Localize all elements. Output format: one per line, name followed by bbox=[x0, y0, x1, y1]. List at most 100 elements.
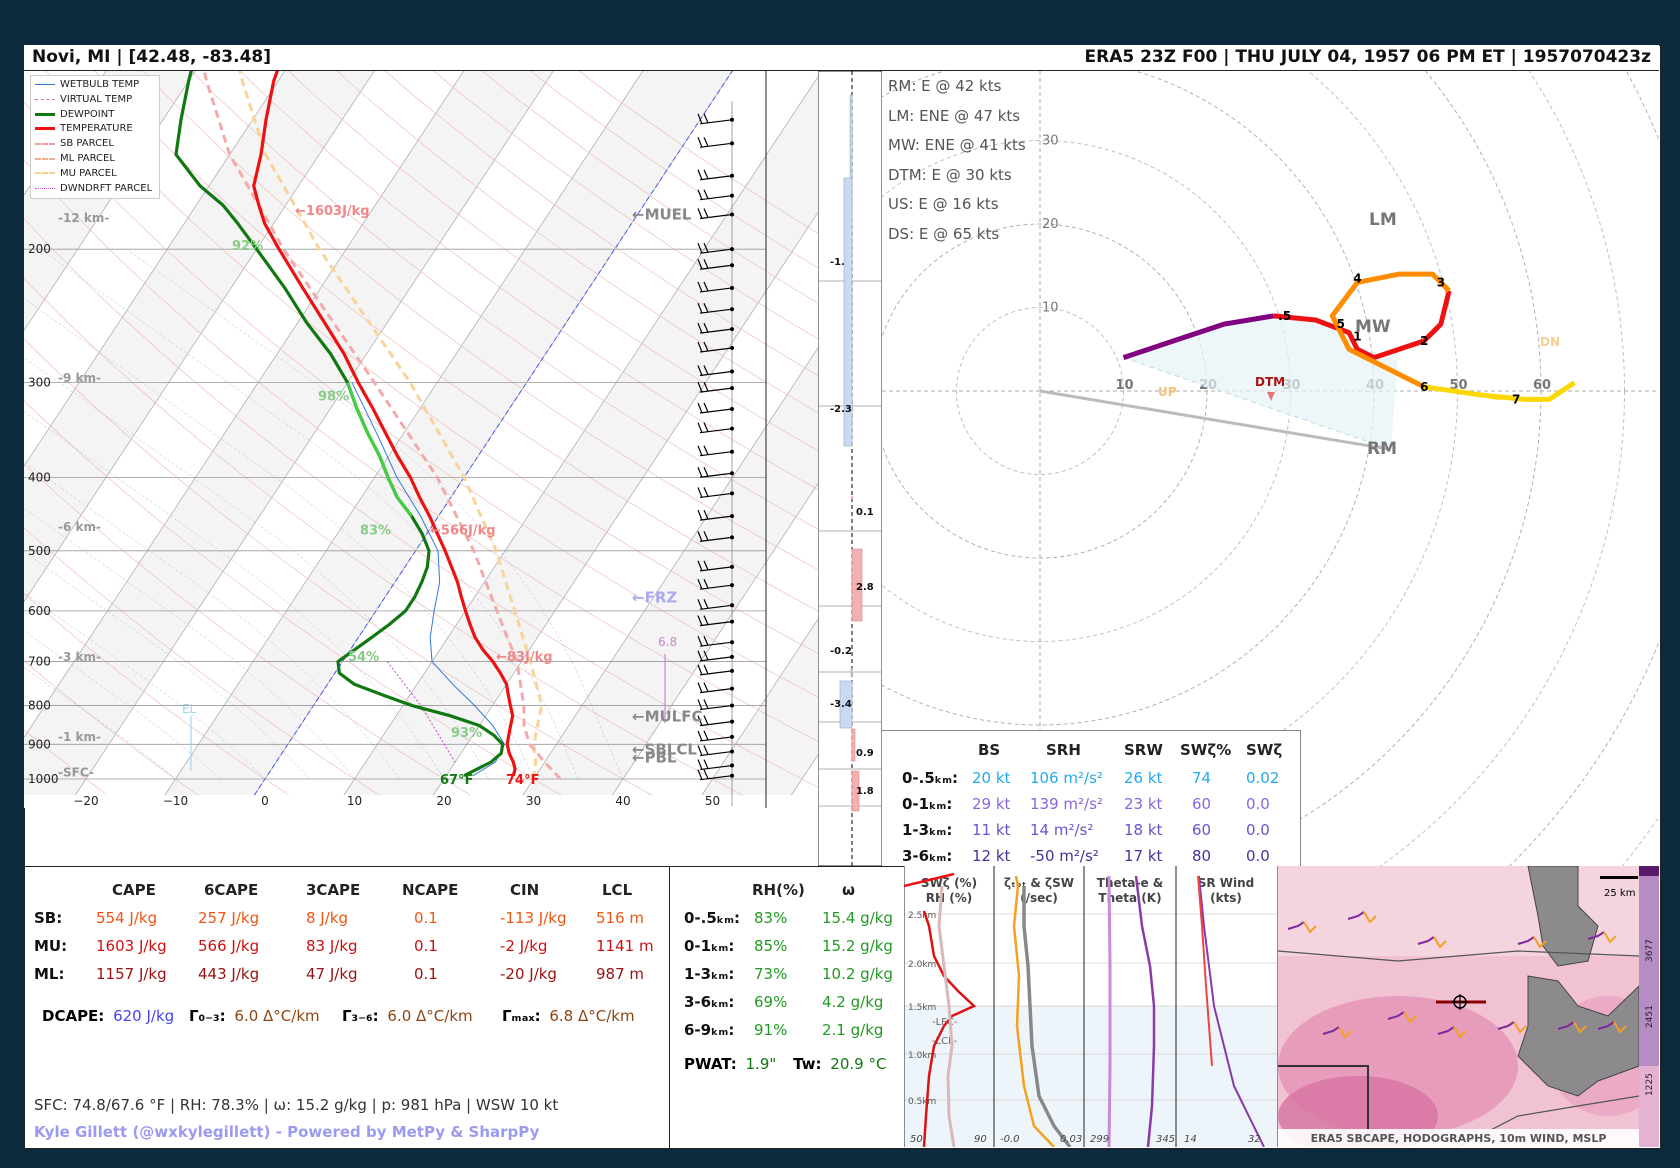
shear-layer-label: 3-6ₖₘ: bbox=[902, 847, 953, 865]
wind-barb-dot bbox=[730, 426, 734, 431]
wind-barb-flag bbox=[703, 578, 709, 589]
wind-barb-dot bbox=[730, 345, 734, 350]
wind-barb-flag bbox=[697, 664, 703, 676]
mini-hodograph bbox=[1287, 921, 1305, 930]
state-border bbox=[1278, 1065, 1369, 1147]
legend-item: WETBULB TEMP bbox=[35, 79, 139, 93]
shear-srw: 17 kt bbox=[1124, 847, 1163, 865]
moisture-layer-label: 1-3ₖₘ: bbox=[684, 965, 735, 983]
wind-barb-flag bbox=[697, 578, 703, 590]
wind-barb-dot bbox=[730, 734, 734, 739]
shear-layer-label: 1-3ₖₘ: bbox=[902, 821, 953, 839]
legend-swatch bbox=[35, 84, 55, 85]
wind-barb-flag bbox=[703, 466, 709, 477]
profile-title: (kts) bbox=[1210, 891, 1242, 905]
dry-adiabat bbox=[46, 71, 824, 658]
moisture-header-rh: RH(%) bbox=[752, 881, 805, 899]
shear-layer-label: 0-.5ₖₘ: bbox=[902, 769, 959, 787]
height-label: -SFC- bbox=[58, 765, 94, 779]
wind-barb-flag bbox=[697, 259, 703, 270]
wind-barb-flag bbox=[697, 730, 703, 742]
wind-barb-dot bbox=[730, 193, 734, 198]
wind-barb-flag bbox=[703, 281, 709, 292]
pwat-row: PWAT: 1.9" Tw: 20.9 °C bbox=[684, 1055, 886, 1073]
wind-barb bbox=[699, 142, 733, 148]
tw-value: 20.9 °C bbox=[830, 1055, 887, 1073]
wind-barb bbox=[699, 248, 733, 254]
mini-hodograph bbox=[1573, 1021, 1587, 1034]
thermo-ncape: 0.1 bbox=[414, 937, 438, 955]
shear-header-swz-pct: SWζ% bbox=[1180, 741, 1232, 759]
thermo-6cape: 443 J/kg bbox=[198, 965, 260, 983]
wind-barb-flag bbox=[703, 745, 709, 755]
cape-map: 25 km 3677 2451 1225 ERA5 SBCAPE, HODOGRAPHS… bbox=[1278, 866, 1659, 1147]
wind-barb-dot bbox=[730, 640, 734, 645]
motion-rm: RM: E @ 42 kts bbox=[888, 77, 1002, 95]
mini-hodograph bbox=[1497, 1021, 1515, 1030]
dry-adiabat bbox=[24, 463, 471, 796]
height-label: -1 km- bbox=[58, 730, 101, 744]
moisture-table: RH(%) ω 0-.5ₖₘ: 83% 15.4 g/kg 0-1ₖₘ: 85% 15.2… bbox=[670, 866, 904, 1148]
wind-barb-dot bbox=[730, 327, 734, 332]
legend-item: DEWPOINT bbox=[35, 109, 114, 123]
wind-barb-dot bbox=[730, 749, 734, 754]
level-label: ←PBL bbox=[632, 749, 677, 767]
legend-label: WETBULB TEMP bbox=[60, 79, 140, 90]
lapse-3-6-row: Γ₃₋₆: 6.0 Δ°C/km bbox=[342, 1007, 473, 1025]
shear-srh: 139 m²/s² bbox=[1030, 795, 1103, 813]
omega-bar bbox=[851, 728, 856, 762]
hodograph-ring-label: 30 bbox=[1042, 134, 1059, 149]
legend-swatch bbox=[35, 142, 55, 145]
legend-item: TEMPERATURE bbox=[35, 123, 133, 137]
omega-bar-label: -3.4 bbox=[830, 699, 852, 710]
isotherm bbox=[522, 338, 824, 796]
legend-label: DWNDRFT PARCEL bbox=[60, 182, 153, 194]
omega-bar bbox=[839, 680, 853, 729]
dry-adiabat bbox=[336, 71, 824, 417]
mini-hodograph bbox=[1613, 1021, 1627, 1034]
shear-srh: 106 m²/s² bbox=[1030, 769, 1103, 787]
theta-profile bbox=[1107, 875, 1112, 1147]
isotherm bbox=[612, 473, 824, 796]
wind-barb bbox=[699, 387, 733, 393]
legend-label: ML PARCEL bbox=[60, 153, 115, 164]
lapse-3-6-value: 6.0 Δ°C/km bbox=[387, 1007, 473, 1025]
isotherm bbox=[24, 71, 465, 738]
profile-x-label: 0.03 bbox=[1060, 1134, 1082, 1145]
wind-barb-flag bbox=[703, 169, 709, 179]
moisture-layer-label: 3-6ₖₘ: bbox=[684, 993, 735, 1011]
shear-header-srh: SRH bbox=[1046, 741, 1081, 759]
wind-barb-flag bbox=[703, 615, 709, 625]
omega-bar-label: 0.9 bbox=[856, 748, 874, 759]
wind-barb-dot bbox=[730, 763, 734, 768]
dry-adiabat bbox=[142, 71, 824, 574]
wind-barb-dot bbox=[730, 141, 734, 146]
mini-hodograph bbox=[1437, 1026, 1455, 1035]
legend-label: DEWPOINT bbox=[60, 108, 115, 120]
map-caption-bg bbox=[1278, 1129, 1639, 1147]
surface-summary: SFC: 74.8/67.6 °F | RH: 78.3% | ω: 15.2 … bbox=[34, 1096, 559, 1114]
hodograph-height-point: 6 bbox=[1420, 380, 1428, 394]
moisture-rh: 83% bbox=[754, 909, 788, 927]
wind-barb-dot bbox=[730, 686, 734, 691]
dcape-row: DCAPE: 620 J/kg bbox=[42, 1007, 174, 1025]
shear-header-swz: SWζ bbox=[1246, 741, 1283, 759]
x-tick-label: 10 bbox=[347, 794, 362, 808]
wind-barb-dot bbox=[730, 564, 734, 569]
rh-label: 83% bbox=[360, 523, 391, 538]
shear-srh: 14 m²/s² bbox=[1030, 821, 1094, 839]
height-label: -6 km- bbox=[58, 520, 101, 534]
hodograph-segment bbox=[1273, 290, 1452, 361]
wind-barb bbox=[699, 704, 733, 711]
dry-adiabat bbox=[24, 159, 824, 746]
el-label: EL bbox=[182, 702, 197, 716]
shear-bs: 29 kt bbox=[972, 795, 1011, 813]
wind-barb-flag bbox=[697, 759, 703, 770]
thermo-cin: -113 J/kg bbox=[500, 909, 567, 927]
wind-barb-flag bbox=[703, 635, 709, 646]
wind-barb-flag bbox=[697, 189, 703, 200]
moisture-w: 10.2 g/kg bbox=[822, 965, 893, 983]
wind-barb-flag bbox=[697, 487, 703, 498]
wind-barb-flag bbox=[697, 682, 703, 693]
profile-title: ζₜₒₜ & ζSW bbox=[1004, 876, 1074, 890]
